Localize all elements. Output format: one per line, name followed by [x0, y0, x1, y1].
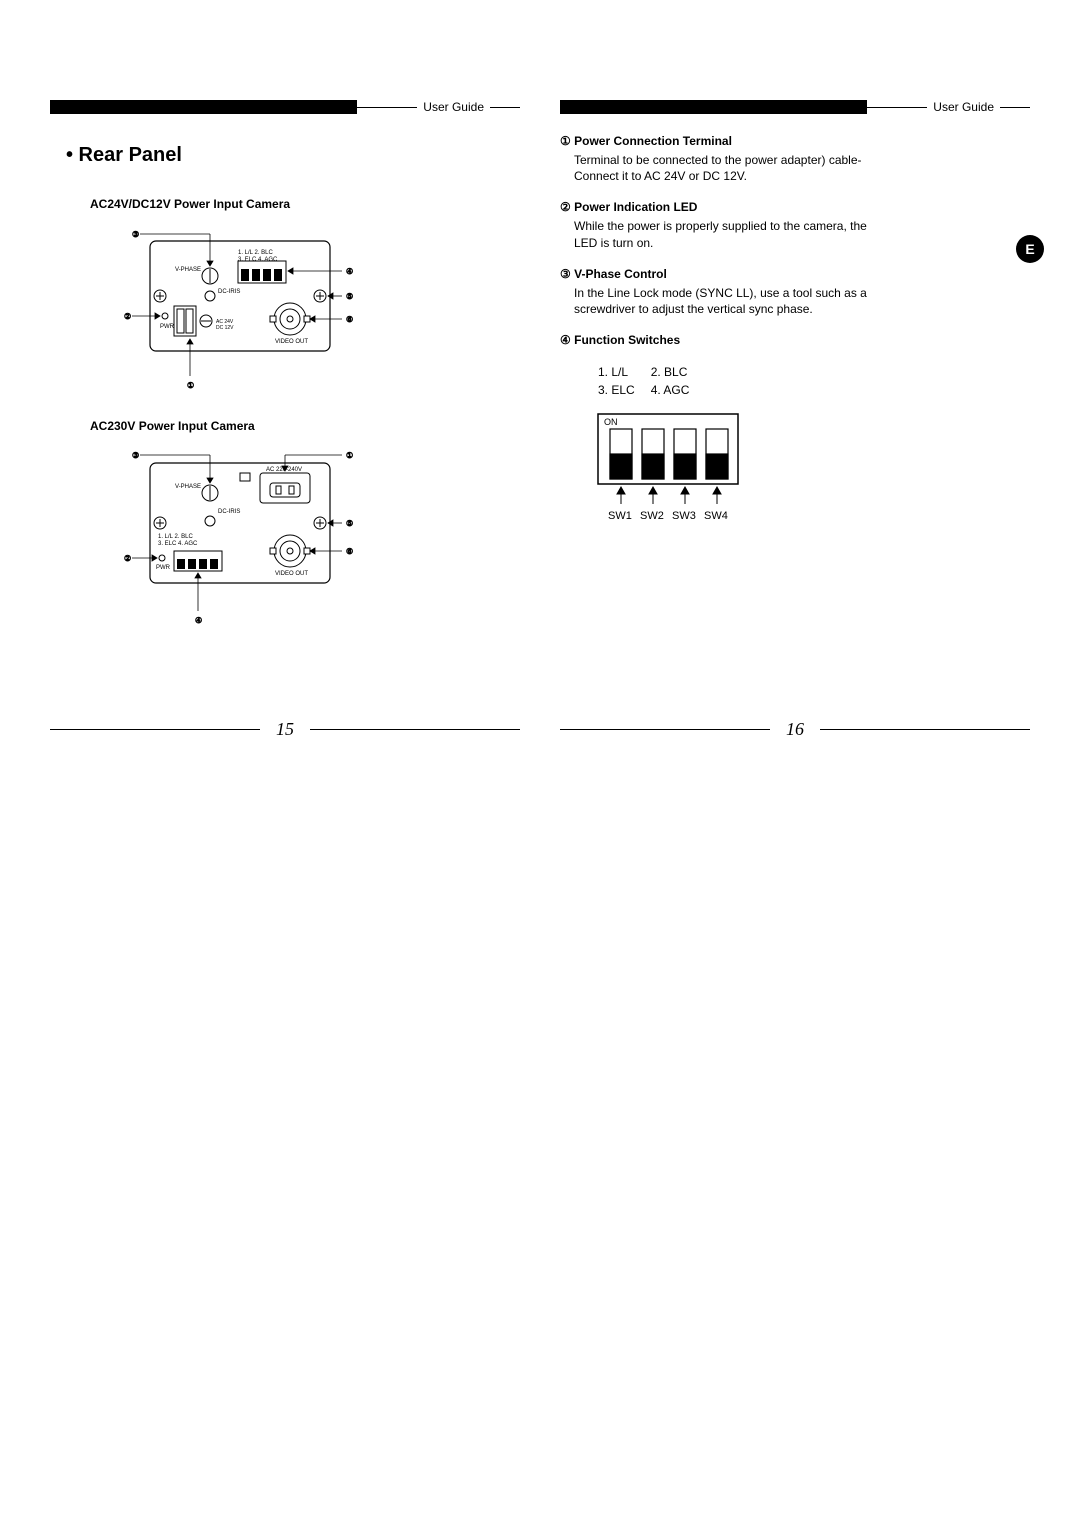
- d2-video: VIDEO OUT: [275, 571, 308, 577]
- d2-c2: ②: [124, 554, 131, 563]
- dip-on: ON: [604, 417, 618, 427]
- d1-dciris: DC-IRIS: [218, 289, 240, 295]
- diagram1: 1. L/L 2. BLC 3. ELC 4. AGC V-PHASE DC-I…: [110, 221, 520, 401]
- d1-c6: ⑥: [346, 315, 353, 324]
- diagram2: AC 220-240V V-PHASE DC-IRIS 1. L/L 2. BL…: [110, 443, 520, 633]
- d2-c5: ⑤: [346, 519, 353, 528]
- d2-c3: ③: [132, 451, 139, 460]
- d2-c1: ①: [346, 451, 353, 460]
- d2-switch-a: 1. L/L 2. BLC: [158, 534, 193, 540]
- item1-head: Power Connection Terminal: [574, 134, 732, 148]
- footer-left: 15: [50, 719, 520, 740]
- page-right: User Guide E ① Power Connection Terminal…: [560, 100, 1030, 740]
- d1-switch-a: 1. L/L 2. BLC: [238, 250, 273, 256]
- sw-2: 2. BLC: [651, 365, 704, 381]
- item-3: ③ V-Phase Control In the Line Lock mode …: [560, 265, 1030, 317]
- d2-vphase: V-PHASE: [175, 484, 201, 490]
- footer-right: 16: [560, 719, 1030, 740]
- header-black-bar: [50, 100, 357, 114]
- header-left: User Guide: [50, 100, 520, 114]
- header-thin-line: [867, 107, 927, 108]
- page-spread: User Guide • Rear Panel AC24V/DC12V Powe…: [0, 0, 1080, 790]
- dip-sw1: SW1: [608, 510, 632, 522]
- dip-sw3: SW3: [672, 510, 696, 522]
- footer-line: [820, 729, 1030, 730]
- sw-3: 3. ELC: [598, 383, 649, 399]
- item2-head: Power Indication LED: [574, 200, 697, 214]
- item-1: ① Power Connection Terminal Terminal to …: [560, 132, 1030, 184]
- d2-switch-b: 3. ELC 4. AGC: [158, 541, 198, 547]
- sw-1: 1. L/L: [598, 365, 649, 381]
- d1-c3: ③: [132, 230, 139, 239]
- item3-head: V-Phase Control: [574, 267, 667, 281]
- footer-line: [310, 729, 520, 730]
- d1-pwr: PWR: [160, 324, 175, 330]
- section-title: • Rear Panel: [66, 144, 520, 167]
- d2-c6: ⑥: [346, 547, 353, 556]
- item1-body: Terminal to be connected to the power ad…: [574, 152, 884, 184]
- header-thin-line-r: [490, 107, 520, 108]
- item2-num: ②: [560, 200, 571, 214]
- d1-c4: ④: [346, 267, 353, 276]
- header-black-bar: [560, 100, 867, 114]
- language-badge: E: [1016, 235, 1044, 263]
- sw-4: 4. AGC: [651, 383, 704, 399]
- item-4: ④ Function Switches: [560, 331, 1030, 349]
- footer-line: [560, 729, 770, 730]
- switch-legend: 1. L/L2. BLC 3. ELC4. AGC: [596, 363, 705, 401]
- rear-panel-diagram-2: AC 220-240V V-PHASE DC-IRIS 1. L/L 2. BL…: [110, 443, 370, 633]
- d1-dc: DC 12V: [216, 325, 234, 331]
- diagram2-caption: AC230V Power Input Camera: [90, 419, 520, 433]
- dip-sw2: SW2: [640, 510, 664, 522]
- page-number-right: 16: [770, 719, 820, 740]
- item1-num: ①: [560, 134, 571, 148]
- item4-num: ④: [560, 333, 571, 347]
- dip-sw4: SW4: [704, 510, 728, 522]
- item2-body: While the power is properly supplied to …: [574, 218, 884, 250]
- header-label: User Guide: [417, 100, 490, 114]
- header-thin-line-r: [1000, 107, 1030, 108]
- footer-line: [50, 729, 260, 730]
- d1-switch-b: 3. ELC 4. AGC: [238, 257, 278, 263]
- item4-head: Function Switches: [574, 333, 680, 347]
- dip-switch-diagram: ON SW1 SW2 SW3 SW4: [588, 409, 768, 529]
- d1-c2: ②: [124, 312, 131, 321]
- rear-panel-diagram-1: 1. L/L 2. BLC 3. ELC 4. AGC V-PHASE DC-I…: [110, 221, 370, 401]
- header-label: User Guide: [927, 100, 1000, 114]
- d1-video: VIDEO OUT: [275, 339, 308, 345]
- d1-vphase: V-PHASE: [175, 267, 201, 273]
- diagram1-caption: AC24V/DC12V Power Input Camera: [90, 197, 520, 211]
- d1-c1: ①: [187, 381, 194, 390]
- header-right: User Guide: [560, 100, 1030, 114]
- item3-body: In the Line Lock mode (SYNC LL), use a t…: [574, 285, 884, 317]
- header-thin-line: [357, 107, 417, 108]
- d2-pwr: PWR: [156, 565, 171, 571]
- page-left: User Guide • Rear Panel AC24V/DC12V Powe…: [50, 100, 520, 740]
- page-number-left: 15: [260, 719, 310, 740]
- d2-dciris: DC-IRIS: [218, 509, 240, 515]
- item3-num: ③: [560, 267, 571, 281]
- item-2: ② Power Indication LED While the power i…: [560, 198, 1030, 250]
- d1-c5: ⑤: [346, 292, 353, 301]
- d2-c4: ④: [195, 616, 202, 625]
